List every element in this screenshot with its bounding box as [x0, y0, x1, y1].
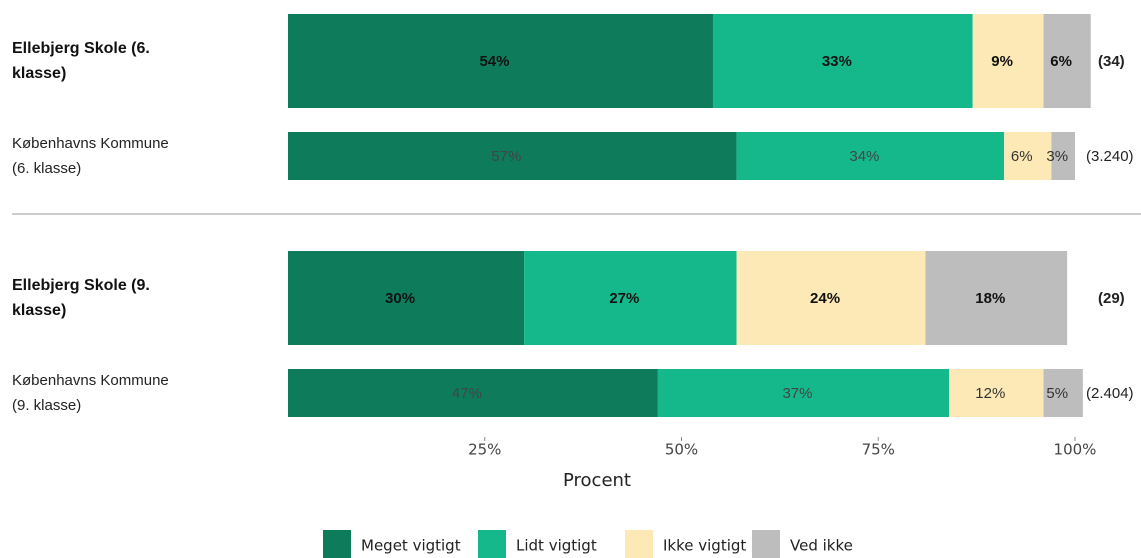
- bar-segment: [972, 14, 1044, 108]
- x-axis-title: Procent: [563, 470, 631, 491]
- bar-segment: [288, 251, 525, 345]
- value-label: 24%: [810, 290, 840, 307]
- row-label: Københavns Kommune (6. klasse): [12, 135, 169, 177]
- count-label: (34): [1098, 53, 1125, 70]
- bar-segment: [925, 251, 1068, 345]
- legend-label: Ikke vigtigt: [663, 537, 746, 555]
- count-label: (2.404): [1086, 385, 1134, 402]
- value-label: 30%: [385, 290, 415, 307]
- legend-label: Meget vigtigt: [361, 537, 461, 555]
- legend-label: Ved ikke: [790, 537, 853, 555]
- bar-segment: [712, 14, 973, 108]
- bar-segment: [1051, 132, 1075, 180]
- value-label: 37%: [782, 385, 812, 402]
- value-label: 54%: [479, 53, 509, 70]
- bar-segment: [288, 369, 658, 417]
- value-label: 57%: [491, 148, 521, 165]
- value-label: 47%: [452, 385, 482, 402]
- bar-segment: [288, 132, 737, 180]
- value-label: 6%: [1011, 148, 1033, 165]
- value-label: 34%: [849, 148, 879, 165]
- x-tick-label: 75%: [862, 441, 895, 459]
- bar-segment: [288, 14, 713, 108]
- legend-swatch: [323, 530, 351, 558]
- x-tick-label: 100%: [1054, 441, 1097, 459]
- row-label: Ellebjerg Skole (9. klasse): [12, 277, 150, 319]
- bar-segment: [736, 132, 1005, 180]
- row-label: Københavns Kommune (9. klasse): [12, 372, 169, 414]
- bar-segment: [949, 369, 1044, 417]
- value-label: 12%: [975, 385, 1005, 402]
- value-label: 3%: [1046, 148, 1068, 165]
- bar-segment: [736, 251, 926, 345]
- legend-swatch: [752, 530, 780, 558]
- value-label: 33%: [822, 53, 852, 70]
- value-label: 27%: [609, 290, 639, 307]
- value-label: 9%: [991, 53, 1013, 70]
- row-label: Ellebjerg Skole (6. klasse): [12, 40, 150, 82]
- legend-label: Lidt vigtigt: [516, 537, 597, 555]
- count-label: (29): [1098, 290, 1125, 307]
- bar-segment: [524, 251, 737, 345]
- value-label: 5%: [1046, 385, 1068, 402]
- bar-segment: [657, 369, 950, 417]
- x-tick-label: 50%: [665, 441, 698, 459]
- value-label: 18%: [975, 290, 1005, 307]
- legend-swatch: [478, 530, 506, 558]
- bar-segment: [1043, 14, 1091, 108]
- bar-segment: [1043, 369, 1083, 417]
- value-label: 6%: [1050, 53, 1072, 70]
- count-label: (3.240): [1086, 148, 1134, 165]
- legend-swatch: [625, 530, 653, 558]
- bar-segment: [1004, 132, 1052, 180]
- x-tick-label: 25%: [468, 441, 501, 459]
